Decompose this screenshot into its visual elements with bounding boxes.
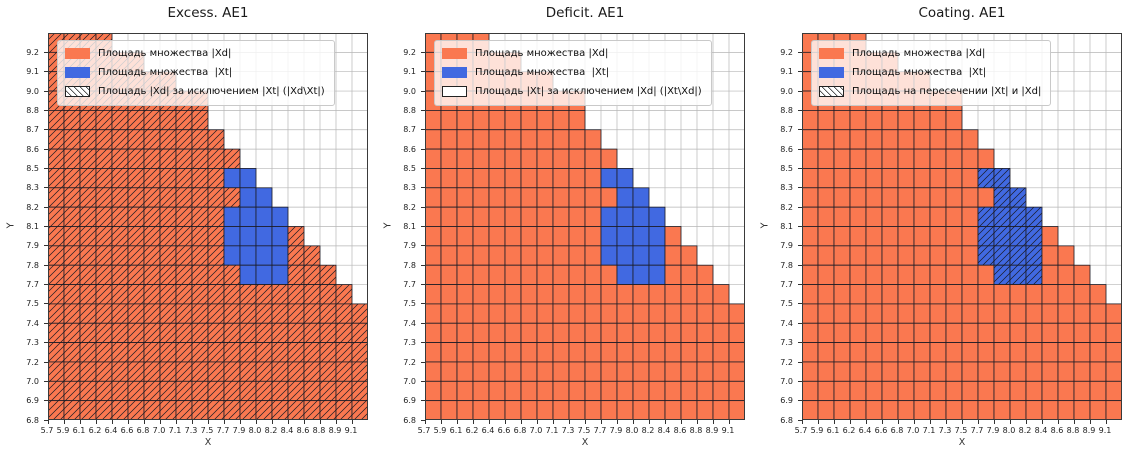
plot-deficit: Deficit. AE1 Y 9.2 9.1 9.0 8.8 8.7 8.6 8.5 8.3 8… — [377, 0, 754, 453]
plot-area: 9.2 9.1 9.0 8.8 8.7 8.6 8.5 8.3 8.2 8.1 7.9 7.8 7.7 7… — [26, 32, 369, 435]
plot-title: Deficit. AE1 — [545, 5, 625, 21]
x-axis-label: X — [581, 437, 589, 448]
legend-swatch-xd — [819, 48, 844, 59]
x-tick-labels: 5.7 5.9 6.1 6.2 6.4 6.6 6.8 7.0 7.1 7.3 7.5 7.7 7.9 8… — [795, 420, 1122, 448]
legend-label: Площадь множества |Xt| — [852, 67, 987, 78]
legend-item: Площадь множества |Xd| — [65, 44, 325, 63]
legend-swatch-empty — [442, 86, 467, 97]
x-axis-label: X — [204, 437, 212, 448]
legend-swatch-xt — [819, 67, 844, 78]
legend-label: Площадь на пересечении |Xt| и |Xd| — [852, 86, 1042, 97]
plot-area: 9.2 9.1 9.0 8.8 8.7 8.6 8.5 8.3 8.2 8.1 7.9 7.8 7.7 7… — [780, 32, 1123, 435]
legend-label: Площадь множества |Xt| — [98, 67, 233, 78]
legend: Площадь множества |Xd| Площадь множества… — [434, 40, 712, 106]
x-tick-labels: 5.7 5.9 6.1 6.2 6.4 6.6 6.8 7.0 7.1 7.3 7.5 7.7 7.9 8… — [418, 420, 745, 448]
plot-excess: Excess. AE1 Y 9.2 9.1 9.0 8.8 8.7 8.6 8.5 8.3 8.… — [0, 0, 377, 453]
legend-swatch-xt — [442, 67, 467, 78]
x-axis-label: X — [958, 437, 966, 448]
legend-label: Площадь множества |Xt| — [475, 67, 610, 78]
legend-label: Площадь множества |Xd| — [852, 48, 986, 59]
legend: Площадь множества |Xd| Площадь множества… — [811, 40, 1052, 106]
legend-label: Площадь множества |Xd| — [98, 48, 232, 59]
legend-label: Площадь |Xt| за исключением |Xd| (|Xt\Xd… — [475, 86, 702, 97]
x-tick-labels: 5.7 5.9 6.1 6.2 6.4 6.6 6.8 7.0 7.1 7.3 7.5 7.7 7.9 8… — [41, 420, 368, 448]
legend-swatch-xd — [65, 48, 90, 59]
legend-item: Площадь множества |Xd| — [819, 44, 1041, 63]
legend-swatch-xt — [65, 67, 90, 78]
legend-swatch-hatch — [819, 86, 844, 97]
y-tick-labels: 9.2 9.1 9.0 8.8 8.7 8.6 8.5 8.3 8.2 8.1 7.9 7.8 7.7 7… — [4, 33, 48, 425]
legend-item: Площадь множества |Xt| — [442, 63, 702, 82]
legend-item: Площадь множества |Xt| — [819, 63, 1041, 82]
plot-title: Coating. AE1 — [918, 5, 1006, 21]
y-tick-labels: 9.2 9.1 9.0 8.8 8.7 8.6 8.5 8.3 8.2 8.1 7.9 7.8 7.7 7… — [758, 33, 802, 425]
legend-swatch-hatch — [65, 86, 90, 97]
legend-item: Площадь множества |Xd| — [442, 44, 702, 63]
legend-label: Площадь множества |Xd| — [475, 48, 609, 59]
plot-coating: Coating. AE1 Y 9.2 9.1 9.0 8.8 8.7 8.6 8.5 8.3 8… — [754, 0, 1131, 453]
legend-item: Площадь |Xd| за исключением |Xt| (|Xd\Xt… — [65, 82, 325, 101]
legend-item: Площадь на пересечении |Xt| и |Xd| — [819, 82, 1041, 101]
plot-title: Excess. AE1 — [167, 5, 249, 21]
legend-label: Площадь |Xd| за исключением |Xt| (|Xd\Xt… — [98, 86, 325, 97]
legend-item: Площадь множества |Xt| — [65, 63, 325, 82]
legend-item: Площадь |Xt| за исключением |Xd| (|Xt\Xd… — [442, 82, 702, 101]
y-tick-labels: 9.2 9.1 9.0 8.8 8.7 8.6 8.5 8.3 8.2 8.1 7.9 7.8 7.7 7… — [381, 33, 425, 425]
legend-swatch-xd — [442, 48, 467, 59]
plot-area: 9.2 9.1 9.0 8.8 8.7 8.6 8.5 8.3 8.2 8.1 7.9 7.8 7.7 7… — [403, 32, 746, 435]
legend: Площадь множества |Xd| Площадь множества… — [57, 40, 335, 106]
